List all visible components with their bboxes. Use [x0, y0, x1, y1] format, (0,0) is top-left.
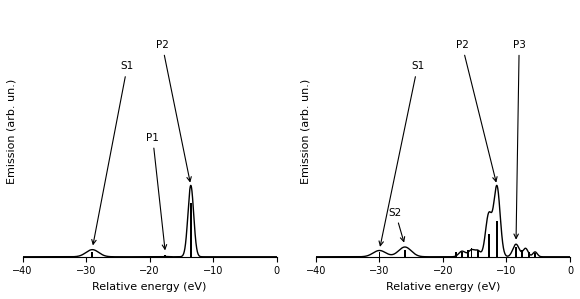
Text: S1: S1	[92, 61, 134, 244]
Bar	[496, 221, 498, 257]
Text: P2: P2	[456, 40, 497, 181]
Text: S2: S2	[389, 208, 405, 242]
Text: P1: P1	[146, 132, 166, 249]
Bar	[515, 247, 517, 257]
Bar	[528, 252, 530, 257]
Bar	[91, 252, 93, 257]
Bar	[477, 250, 479, 257]
Text: S1: S1	[379, 61, 424, 246]
Bar	[404, 250, 406, 257]
Bar	[534, 253, 536, 257]
Bar	[165, 255, 166, 257]
Y-axis label: Emission (arb. un.): Emission (arb. un.)	[300, 79, 310, 184]
Text: P2: P2	[156, 40, 191, 181]
Bar	[379, 252, 380, 257]
Bar	[471, 248, 473, 257]
Bar	[521, 250, 523, 257]
X-axis label: Relative energy (eV): Relative energy (eV)	[386, 282, 500, 292]
Text: P3: P3	[513, 40, 525, 239]
Y-axis label: Emission (arb. un.): Emission (arb. un.)	[7, 79, 17, 184]
Bar	[467, 250, 469, 257]
Bar	[488, 234, 490, 257]
Bar	[190, 203, 191, 257]
X-axis label: Relative energy (eV): Relative energy (eV)	[92, 282, 206, 292]
Bar	[461, 252, 463, 257]
Bar	[455, 252, 456, 257]
